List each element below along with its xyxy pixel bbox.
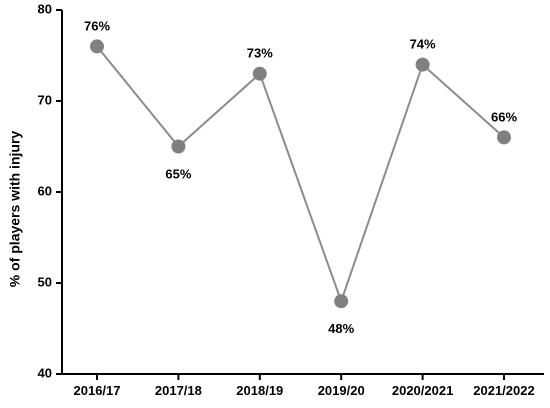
data-label: 74% [410,37,436,52]
x-tick-label: 2021/2022 [473,383,534,398]
x-tick-label: 2017/18 [155,383,202,398]
series [96,45,505,305]
x-tick-label: 2020/2021 [392,383,453,398]
y-tick-label: 40 [38,365,52,380]
data-label: 48% [328,321,354,336]
y-tick-label: 50 [38,274,52,289]
data-label: 73% [247,46,273,61]
y-axis-title: % of players with injury [7,131,23,288]
data-label: 66% [491,109,517,124]
data-point [415,57,430,72]
y-tick-label: 80 [38,1,52,16]
x-tick-label: 2019/20 [318,383,365,398]
data-point [252,66,267,81]
data-point [497,130,511,145]
data-labels: 76% 65% 73% 48% 74% 66% [84,18,517,336]
y-ticks: 40 50 60 70 80 [38,1,62,380]
x-tick-label: 2016/17 [74,383,121,398]
x-tick-label: 2018/19 [236,383,283,398]
data-label: 76% [84,18,110,33]
data-point [90,39,104,54]
series-line [96,45,505,305]
data-label: 65% [165,167,191,182]
y-tick-label: 70 [38,92,52,107]
y-tick-label: 60 [38,183,52,198]
data-points [90,39,511,309]
x-ticks: 2016/17 2017/18 2018/19 2019/20 2020/2021 202… [74,374,535,398]
data-point [334,294,349,309]
data-point [171,139,186,154]
